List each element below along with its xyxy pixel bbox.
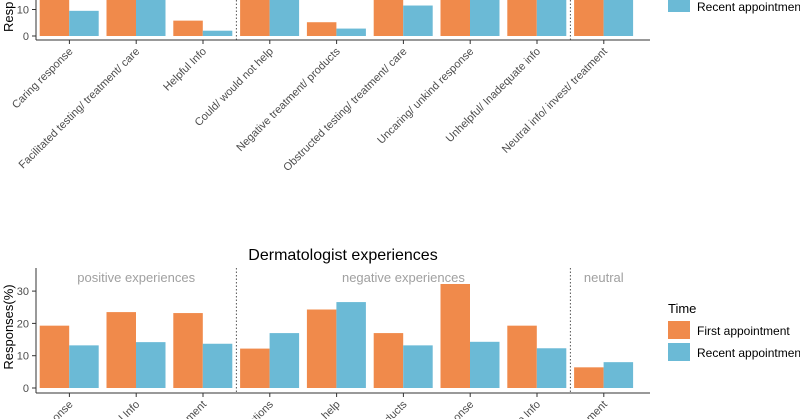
top-bar — [440, 0, 470, 36]
bottom-bar — [440, 283, 470, 388]
bottom-x-tick-label: onse — [50, 399, 75, 419]
bottom-bar — [507, 325, 537, 388]
legend-title: Time — [668, 301, 696, 316]
top-bar — [106, 0, 136, 36]
top-x-tick-label: Caring response — [10, 46, 76, 112]
top-y-axis-label: Resp — [1, 2, 16, 32]
top-legend-key-recent — [668, 0, 690, 12]
legend-label-recent: Recent appointment — [697, 346, 800, 360]
top-x-tick-label: Helpful Info — [161, 46, 209, 94]
top-bar — [536, 0, 567, 36]
top-bar — [470, 0, 500, 36]
top-bar — [240, 0, 270, 36]
legend-label-first: First appointment — [697, 324, 790, 338]
bottom-y-tick-label: 10 — [17, 351, 29, 363]
top-y-tick-label: 10 — [17, 5, 29, 17]
top-bar — [403, 5, 433, 37]
bottom-y-axis-label: Responses(%) — [1, 284, 16, 369]
bottom-bar — [136, 342, 166, 388]
top-bar — [173, 20, 203, 36]
top-y-tick-label: 0 — [23, 31, 29, 43]
top-x-tick-label: Facilitated testing/ treatment/ care — [17, 46, 143, 172]
bottom-bar — [202, 343, 233, 388]
bottom-bar — [373, 333, 404, 388]
group-label: positive experiences — [77, 270, 195, 285]
bottom-x-tick-label: help — [320, 399, 343, 419]
top-bar — [603, 0, 634, 36]
top-bar — [306, 22, 337, 36]
legend: Time First appointment Recent appointmen… — [668, 301, 800, 361]
bottom-bar — [336, 302, 366, 388]
bottom-y-tick-label: 30 — [17, 286, 29, 298]
group-label: negative experiences — [342, 270, 465, 285]
bottom-x-tick-label: ducts — [382, 398, 409, 419]
top-bar — [69, 10, 99, 36]
top-bar — [39, 0, 70, 36]
bottom-bar — [269, 333, 300, 388]
top-bar — [574, 0, 604, 36]
bottom-y-tick-label: 0 — [23, 383, 29, 395]
bottom-bar — [39, 325, 70, 388]
bottom-chart-panel: Dermatologist experiences Responses(%) p… — [1, 247, 650, 419]
bottom-bar — [603, 362, 634, 388]
bottom-x-tick-label: onse — [451, 399, 476, 419]
bottom-x-tick-label: l Info — [117, 399, 142, 419]
top-bar — [336, 28, 366, 36]
top-x-tick-label: Neutral info/ invest/ treatment — [500, 46, 610, 156]
top-bar — [269, 0, 300, 36]
top-bar — [202, 30, 233, 36]
bottom-bar — [69, 345, 99, 388]
bottom-x-tick-label: ment — [183, 399, 209, 419]
bottom-chart-title: Dermatologist experiences — [248, 247, 437, 264]
bottom-bar — [574, 367, 604, 388]
bottom-bar — [306, 309, 337, 388]
bottom-x-tick-label: p Info — [515, 399, 543, 419]
top-x-tick-label: Obstructed testing/ treatment/ care — [281, 46, 409, 174]
bottom-x-tick-label: ations — [247, 398, 277, 419]
legend-key-first — [668, 321, 690, 339]
top-bar — [507, 0, 537, 36]
bottom-bar — [536, 348, 567, 388]
top-legend-label-recent: Recent appointment — [697, 0, 800, 14]
top-bar — [136, 0, 166, 36]
bottom-y-tick-label: 20 — [17, 318, 29, 330]
bottom-bar — [106, 312, 136, 388]
legend-key-recent — [668, 343, 690, 361]
bottom-x-tick-label: ment — [584, 399, 610, 419]
bottom-bar — [470, 341, 500, 388]
bottom-bar — [173, 313, 203, 388]
bottom-bar — [403, 345, 433, 388]
bottom-bar — [240, 348, 270, 388]
group-label: neutral — [584, 270, 624, 285]
top-legend: Recent appointment — [668, 0, 800, 14]
top-bar — [373, 0, 404, 36]
